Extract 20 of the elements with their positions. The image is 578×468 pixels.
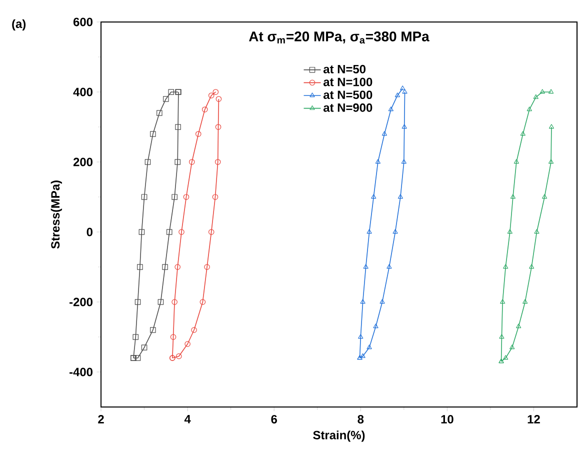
x-tick-label: 10 [441, 415, 454, 424]
text: (a) [12, 19, 26, 30]
y-tick-label: 400 [73, 88, 92, 96]
y-tick-label: 0 [86, 228, 92, 236]
legend-label: at N=50 [323, 64, 366, 74]
x-tick-label: 8 [358, 415, 364, 424]
legend-label: at N=100 [323, 78, 372, 86]
y-tick-label: 200 [73, 158, 92, 166]
x-tick-label: 4 [184, 415, 191, 424]
y-tick-label: -200 [70, 298, 92, 306]
x-tick-label: 12 [528, 415, 540, 424]
x-tick-label: 6 [271, 415, 277, 424]
legend-label: at N=500 [323, 90, 372, 100]
legend-label: at N=900 [323, 103, 372, 112]
y-tick-label: 600 [73, 18, 92, 26]
x-tick-label: 2 [98, 415, 104, 424]
text: At σ$_{m}$=20 MPa, σ$_{a}$=380 MPa [248, 32, 430, 44]
y-tick-label: -400 [70, 368, 92, 376]
y-axis-title: Stress(MPa) [50, 180, 62, 249]
x-axis-title: Strain(%) [313, 430, 365, 442]
